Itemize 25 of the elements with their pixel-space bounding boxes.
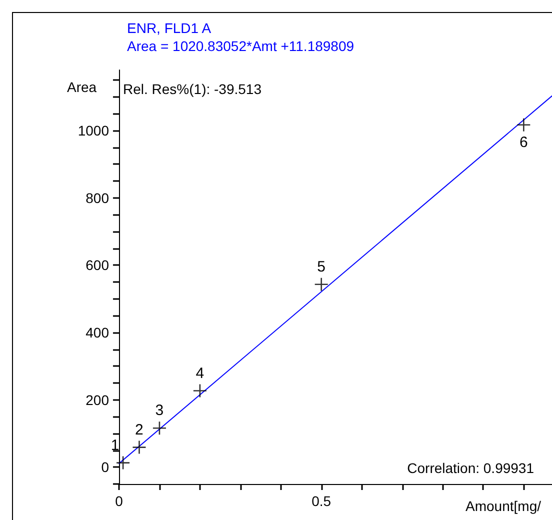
y-axis-title: Area [67, 79, 97, 95]
point [132, 440, 146, 454]
annotation: Correlation: 0.99931 [407, 460, 534, 476]
point [516, 118, 531, 132]
x-tick-label: 0.5 [312, 493, 332, 509]
y-tick-label: 400 [86, 324, 110, 341]
chart-title: ENR, FLD1 A [127, 20, 212, 36]
y-tick-label: 0 [101, 459, 110, 476]
y-tick-label: 1000 [78, 122, 110, 139]
annotation: Rel. Res%(1): -39.513 [123, 81, 262, 97]
chart-subtitle: Area = 1020.83052*Amt +11.189809 [127, 38, 354, 54]
point [152, 420, 167, 436]
y-tick-label: 600 [86, 257, 110, 274]
annotation: 6 [520, 134, 528, 151]
y-tick-label: 200 [86, 392, 110, 408]
y-tick-label: 800 [86, 190, 110, 206]
annotation: 2 [135, 421, 144, 438]
x-axis-title: Amount[mg/ [466, 498, 542, 514]
annotation: 3 [155, 402, 164, 420]
annotation: 1 [110, 436, 120, 454]
annotation: 5 [317, 258, 326, 276]
point [192, 384, 208, 398]
point [314, 277, 328, 292]
point [116, 456, 130, 470]
annotation: 4 [196, 364, 204, 382]
